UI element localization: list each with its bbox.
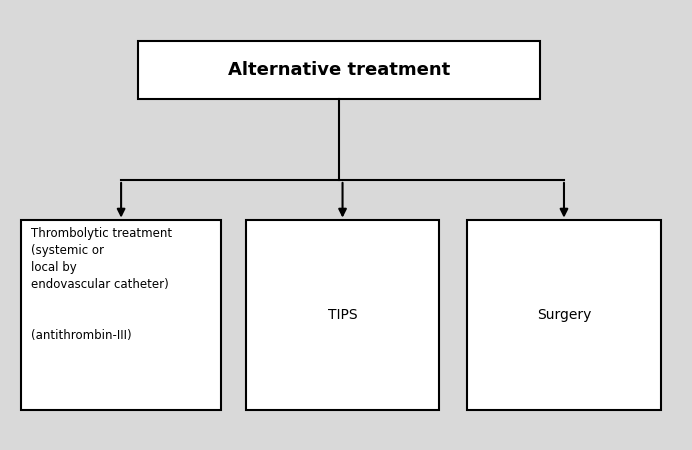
Bar [467,220,661,410]
Bar [246,220,439,410]
Text: Alternative treatment: Alternative treatment [228,61,450,79]
Bar [138,40,540,99]
Text: Thrombolytic treatment
(systemic or
local by
endovascular catheter)


(antithrom: Thrombolytic treatment (systemic or loca… [31,227,172,342]
Bar [21,220,221,410]
Text: Surgery: Surgery [537,308,591,322]
Text: TIPS: TIPS [328,308,357,322]
